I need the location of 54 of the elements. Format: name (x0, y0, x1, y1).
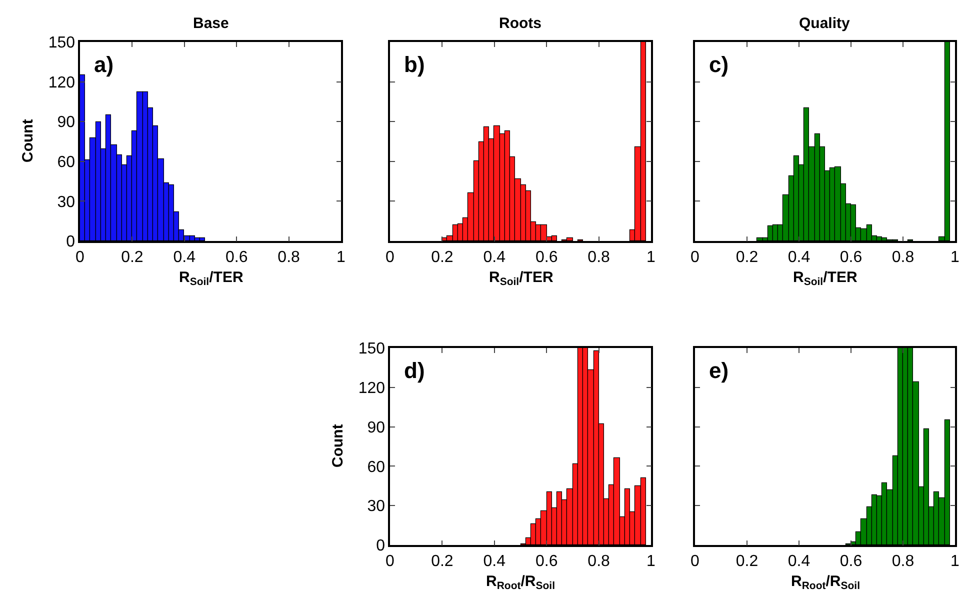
x-tick-label: 0.2 (121, 248, 144, 266)
y-axis-title: Count (330, 424, 346, 468)
x-tick-label: 0.6 (535, 552, 558, 570)
y-tick-label: 0 (66, 234, 76, 251)
x-tick-label: 0.2 (431, 552, 454, 570)
x-tick-label: 0.6 (840, 248, 862, 266)
x-axis-title: R$_{Soil}$/TER (179, 269, 244, 288)
x-tick-label: 0.8 (278, 248, 300, 266)
y-axis-title: Count (20, 119, 36, 162)
x-tick-label: 1 (336, 248, 346, 266)
y-tick-label: 30 (367, 498, 386, 516)
y-tick-label: 150 (358, 340, 386, 358)
x-axis-title: R$_{Soil}$/TER (489, 269, 554, 288)
x-tick-label: 0.4 (788, 248, 810, 266)
x-tick-label: 0.2 (736, 248, 758, 266)
y-tick-label: 60 (367, 458, 386, 476)
annotation: a) (94, 52, 114, 77)
x-tick-label: 0.6 (225, 248, 248, 266)
y-tick-label: 120 (358, 380, 386, 397)
x-tick-label: 1 (950, 248, 960, 266)
chart-title: Base (193, 15, 229, 32)
chart-title: Quality (799, 15, 850, 32)
x-axis-title: R$_{Root}$/R$_{Soil}$ (486, 573, 556, 592)
x-tick-label: 0.4 (173, 248, 196, 266)
chart-title: Roots (499, 15, 542, 32)
y-tick-label: 150 (48, 34, 76, 52)
x-tick-label: 0 (690, 248, 700, 266)
y-tick-label: 90 (57, 114, 76, 132)
x-tick-label: 0.4 (788, 552, 810, 570)
x-tick-label: 0.6 (535, 248, 558, 266)
x-axis-title: R$_{Root}$/R$_{Soil}$ (791, 573, 860, 592)
annotation: c) (709, 52, 729, 77)
x-tick-label: 0.4 (483, 248, 506, 266)
x-tick-label: 1 (646, 552, 656, 570)
x-tick-label: 0.8 (892, 552, 914, 570)
x-tick-label: 1 (950, 552, 960, 570)
x-tick-label: 0.4 (483, 552, 506, 570)
x-tick-label: 0.6 (840, 552, 862, 570)
y-tick-label: 0 (376, 538, 386, 555)
annotation: e) (709, 358, 729, 383)
x-tick-label: 0.2 (736, 552, 758, 570)
y-tick-label: 30 (57, 194, 76, 211)
x-axis-title: R$_{Soil}$/TER (793, 269, 858, 288)
x-tick-label: 0.8 (892, 248, 914, 266)
x-tick-label: 0.2 (431, 248, 454, 266)
x-tick-label: 0 (690, 552, 700, 570)
y-tick-label: 90 (367, 419, 386, 436)
y-tick-label: 120 (48, 74, 76, 92)
x-tick-label: 0.8 (588, 248, 610, 266)
annotation: b) (404, 52, 425, 77)
y-tick-label: 60 (57, 154, 76, 171)
x-tick-label: 0.8 (588, 552, 610, 570)
x-tick-label: 1 (646, 248, 656, 266)
annotation: d) (404, 358, 425, 383)
